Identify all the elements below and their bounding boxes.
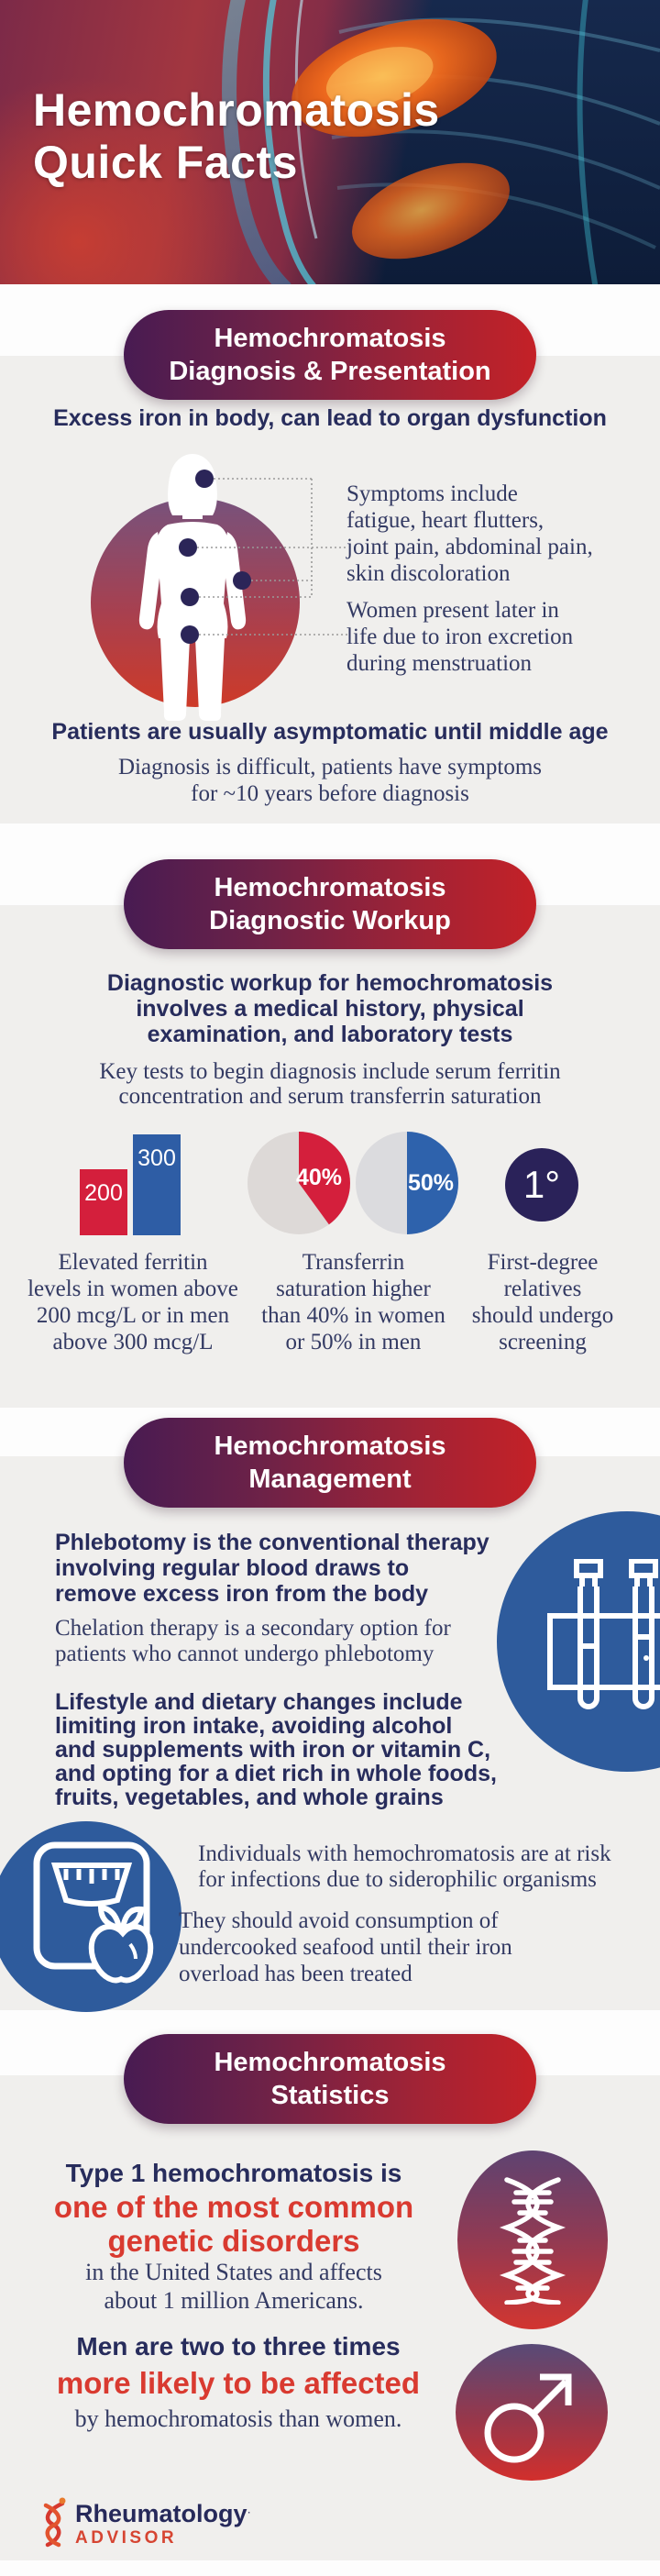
- trademark-mark: ·: [247, 2504, 251, 2519]
- stat1-rest: in the United States and affects about 1…: [85, 2259, 382, 2314]
- pill-title-line2: Management: [248, 1465, 412, 1494]
- male-symbol-icon: [484, 2373, 572, 2463]
- symptoms-note: Symptoms include fatigue, heart flutters…: [346, 481, 593, 586]
- pill-title-line2: Diagnostic Workup: [209, 906, 451, 935]
- section-header-management: Hemochromatosis Management: [124, 1418, 536, 1508]
- stat2-rest: by hemochromatosis than women.: [74, 2405, 402, 2432]
- anatomy-liver-illustration: [222, 0, 660, 284]
- ferritin-bar-chart: 300 200: [80, 1134, 181, 1235]
- pie-label-women: 40%: [296, 1165, 342, 1190]
- callout-dotted-lines: [197, 478, 348, 636]
- male-symbol-circle: [456, 2344, 608, 2481]
- pie-chart-50-percent: 50%: [356, 1132, 458, 1234]
- page-title: Hemochromatosis Quick Facts: [33, 84, 440, 188]
- infections-text: Individuals with hemochromatosis are at …: [198, 1841, 611, 1892]
- header-banner: Hemochromatosis Quick Facts: [0, 0, 660, 284]
- dna-icon: [499, 2177, 566, 2305]
- phlebotomy-text: Phlebotomy is the conventional therapy i…: [55, 1530, 490, 1607]
- symptom-dots: [179, 470, 251, 644]
- pill-title-line1: Hemochromatosis: [214, 2048, 446, 2077]
- workup-headline: Diagnostic workup for hemochromatosis in…: [106, 970, 554, 1047]
- body-silhouette-figure: [91, 454, 348, 721]
- brand-name: Rheumatology: [75, 2500, 248, 2527]
- female-silhouette: [138, 454, 247, 721]
- caption-ferritin: Elevated ferritin levels in women above …: [28, 1250, 238, 1354]
- diagnosis-headline: Excess iron in body, can lead to organ d…: [53, 405, 607, 431]
- lifestyle-text: Lifestyle and dietary changes include li…: [55, 1689, 497, 1810]
- asymptomatic-statement: Patients are usually asymptomatic until …: [51, 719, 609, 745]
- stat-men-affected: Men are two to three times more likely t…: [0, 2329, 477, 2436]
- scale-apple-icon: [33, 1841, 154, 1984]
- stat2-lead: Men are two to three times: [76, 2332, 401, 2360]
- diagnosis-subnote: Diagnosis is difficult, patients have sy…: [118, 755, 542, 806]
- pill-title-line2: Diagnosis & Presentation: [169, 357, 491, 386]
- scale-apple-circle: [0, 1821, 182, 2012]
- pill-title-line2: Statistics: [270, 2081, 390, 2110]
- bar-label-women: 200: [84, 1180, 123, 1206]
- footer-brand: Rheumatology· ADVISOR: [75, 2500, 251, 2548]
- stat-genetic-disorder: Type 1 hemochromatosis is one of the mos…: [0, 2157, 468, 2315]
- test-tubes-icon: [547, 1559, 660, 1709]
- section-header-statistics: Hemochromatosis Statistics: [124, 2034, 536, 2124]
- seafood-text: They should avoid consumption of underco…: [179, 1908, 512, 1986]
- chelation-text: Chelation therapy is a secondary option …: [55, 1616, 451, 1666]
- brand-subname: ADVISOR: [75, 2528, 178, 2548]
- workup-subhead: Key tests to begin diagnosis include ser…: [99, 1059, 561, 1109]
- bar-label-men: 300: [138, 1145, 176, 1171]
- pie-chart-40-percent: 40%: [248, 1132, 350, 1234]
- degree-label: 1°: [522, 1163, 561, 1206]
- pill-title-line1: Hemochromatosis: [214, 1432, 446, 1461]
- women-note: Women present later in life due to iron …: [346, 598, 574, 676]
- pie-label-men: 50%: [408, 1170, 454, 1196]
- pill-title-line1: Hemochromatosis: [214, 324, 446, 353]
- stat1-lead: Type 1 hemochromatosis is: [65, 2159, 402, 2187]
- caption-relatives: First-degree relatives should undergo sc…: [471, 1250, 614, 1354]
- section-header-workup: Hemochromatosis Diagnostic Workup: [124, 859, 536, 949]
- first-degree-circle: 1°: [505, 1148, 578, 1222]
- section-header-diagnosis: Hemochromatosis Diagnosis & Presentation: [124, 310, 536, 400]
- stat1-highlight: one of the most common genetic disorders: [53, 2190, 414, 2258]
- rheumatology-logo-icon: [43, 2497, 66, 2548]
- stat2-highlight: more likely to be affected: [56, 2366, 421, 2400]
- dna-circle: [457, 2150, 608, 2329]
- pill-title-line1: Hemochromatosis: [214, 873, 446, 902]
- caption-transferrin: Transferrin saturation higher than 40% i…: [261, 1250, 446, 1354]
